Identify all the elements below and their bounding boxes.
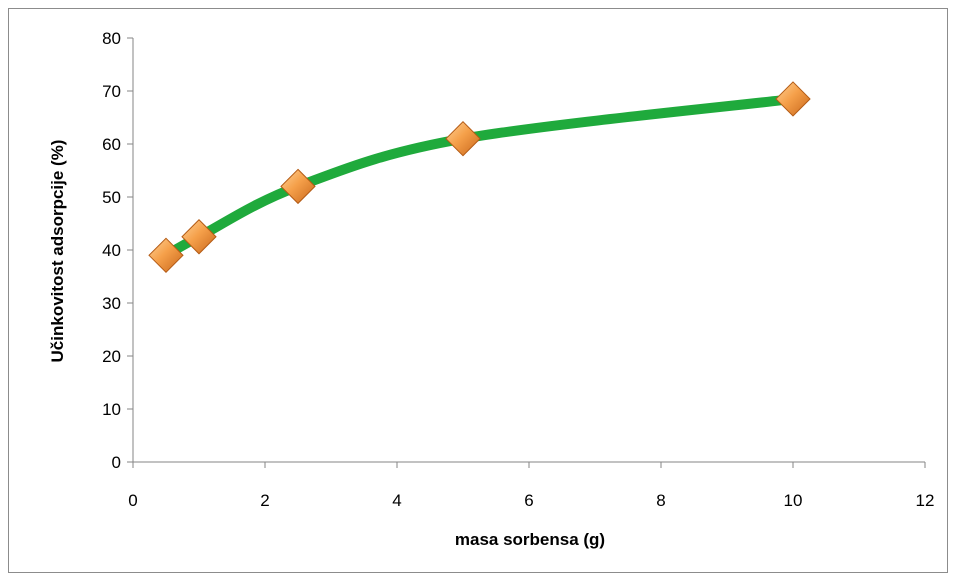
series-trend-line <box>161 93 798 261</box>
y-tick-label: 80 <box>102 29 121 48</box>
data-point-marker <box>181 219 217 255</box>
y-tick-label: 20 <box>102 347 121 366</box>
data-point-marker <box>280 168 316 205</box>
series-layer <box>148 81 811 274</box>
axes: 0 10 20 30 40 50 60 70 80 0 2 4 6 8 10 12 <box>102 29 934 510</box>
x-tick-label: 4 <box>392 491 401 510</box>
y-tick-label: 50 <box>102 188 121 207</box>
y-tick-label: 10 <box>102 400 121 419</box>
x-tick-label: 0 <box>128 491 137 510</box>
y-tick-label: 0 <box>112 453 121 472</box>
x-tick-label: 2 <box>260 491 269 510</box>
y-tick-label: 60 <box>102 135 121 154</box>
y-tick-label: 40 <box>102 241 121 260</box>
x-tick-label: 6 <box>524 491 533 510</box>
data-point-marker <box>148 237 184 274</box>
y-axis-title: Učinkovitost adsorpcije (%) <box>48 140 67 363</box>
x-tick-label: 10 <box>784 491 803 510</box>
x-tick-label: 12 <box>916 491 935 510</box>
data-point-marker <box>775 81 811 117</box>
x-tick-label: 8 <box>656 491 665 510</box>
y-tick-label: 30 <box>102 294 121 313</box>
x-axis-title: masa sorbensa (g) <box>455 530 605 549</box>
y-tick-label: 70 <box>102 82 121 101</box>
data-point-marker <box>445 120 481 157</box>
